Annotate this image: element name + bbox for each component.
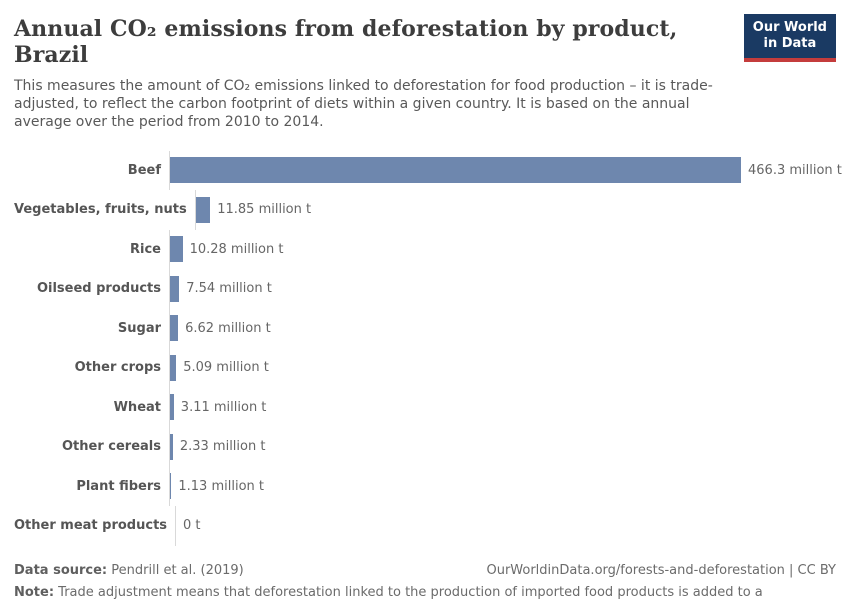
bar-track: 7.54 million t (169, 269, 836, 309)
data-source: Data source: Pendrill et al. (2019) (14, 563, 244, 578)
bar[interactable] (170, 315, 179, 342)
bar-track: 466.3 million t (169, 150, 842, 191)
data-source-value: Pendrill et al. (2019) (107, 562, 244, 578)
bar-value-label: 1.13 million t (178, 478, 264, 494)
owid-logo-line2: in Data (763, 36, 817, 52)
chart-subtitle: This measures the amount of CO₂ emission… (14, 78, 713, 131)
bar[interactable] (170, 354, 177, 381)
chart-header: Annual CO₂ emissions from deforestation … (14, 14, 836, 132)
bar-row-label: Other crops (74, 360, 161, 376)
bar-row: Beef 466.3 million t (14, 150, 842, 191)
bar-row: Oilseed products 7.54 million t (14, 269, 836, 309)
bar-row: Wheat 3.11 million t (14, 387, 836, 428)
bar-row: Other meat products 0 t (14, 506, 836, 546)
owid-link[interactable]: OurWorldinData.org/forests-and-deforesta… (486, 562, 836, 578)
bar-value-label: 2.33 million t (179, 439, 266, 455)
bar-value-label: 3.11 million t (180, 399, 267, 415)
bar[interactable] (170, 473, 172, 500)
bar-row-label: Plant fibers (76, 478, 161, 494)
bar-row-label: Other meat products (14, 518, 168, 534)
bar-row: Other crops 5.09 million t (14, 348, 836, 388)
bar-row-label: Wheat (113, 399, 161, 415)
bar-row: Other cereals 2.33 million t (14, 427, 836, 467)
bar-row: Sugar 6.62 million t (14, 308, 836, 349)
bar-row-label: Oilseed products (36, 281, 161, 297)
footer-note-value: Trade adjustment means that deforestatio… (58, 584, 763, 600)
bar[interactable] (170, 236, 183, 263)
bar-track: 2.33 million t (169, 427, 836, 467)
bar-value-label: 11.85 million t (217, 202, 312, 218)
bar[interactable] (170, 433, 173, 460)
bar-value-label: 10.28 million t (189, 241, 284, 257)
owid-logo-line1: Our World (752, 20, 827, 35)
bar-track: 11.85 million t (194, 190, 836, 230)
bar-value-label: 5.09 million t (183, 360, 269, 376)
bar-row-label: Other cereals (62, 439, 161, 455)
bar-value-label: 466.3 million t (748, 162, 842, 178)
bar-row-label: Beef (127, 162, 161, 178)
bar-row: Vegetables, fruits, nuts 11.85 million t (14, 190, 836, 230)
bar-chart: Beef 466.3 million t Vegetables, fruits,… (14, 150, 842, 546)
bar-row-label: Vegetables, fruits, nuts (14, 202, 187, 218)
footer-line: Data source: Pendrill et al. (2019) OurW… (14, 563, 836, 578)
bar-row: Rice 10.28 million t (14, 229, 836, 270)
bar-value-label: 7.54 million t (186, 281, 272, 297)
bar[interactable] (195, 196, 211, 223)
bar-track: 0 t (175, 506, 836, 546)
bar-value-label: 6.62 million t (185, 320, 271, 336)
bar-track: 1.13 million t (169, 466, 836, 507)
footer-note-label: Note: (14, 584, 55, 600)
bar-row: Plant fibers 1.13 million t (14, 466, 836, 507)
data-source-label: Data source: (14, 562, 108, 578)
chart-footer: Data source: Pendrill et al. (2019) OurW… (14, 563, 836, 600)
chart-title: Annual CO₂ emissions from deforestation … (14, 16, 678, 68)
bar-track: 3.11 million t (169, 387, 836, 428)
bar[interactable] (170, 275, 180, 302)
owid-logo[interactable]: Our World in Data (743, 14, 836, 62)
bar-track: 5.09 million t (169, 348, 836, 388)
bar-value-label: 0 t (183, 518, 201, 534)
bar-track: 10.28 million t (169, 229, 836, 270)
bar-track: 6.62 million t (169, 308, 836, 349)
footer-note: Note: Trade adjustment means that defore… (14, 584, 826, 600)
header-text: Annual CO₂ emissions from deforestation … (14, 14, 732, 132)
bar-row-label: Rice (130, 241, 161, 257)
bar[interactable] (170, 394, 174, 421)
bar[interactable] (170, 157, 741, 184)
bar-row-label: Sugar (117, 320, 161, 336)
